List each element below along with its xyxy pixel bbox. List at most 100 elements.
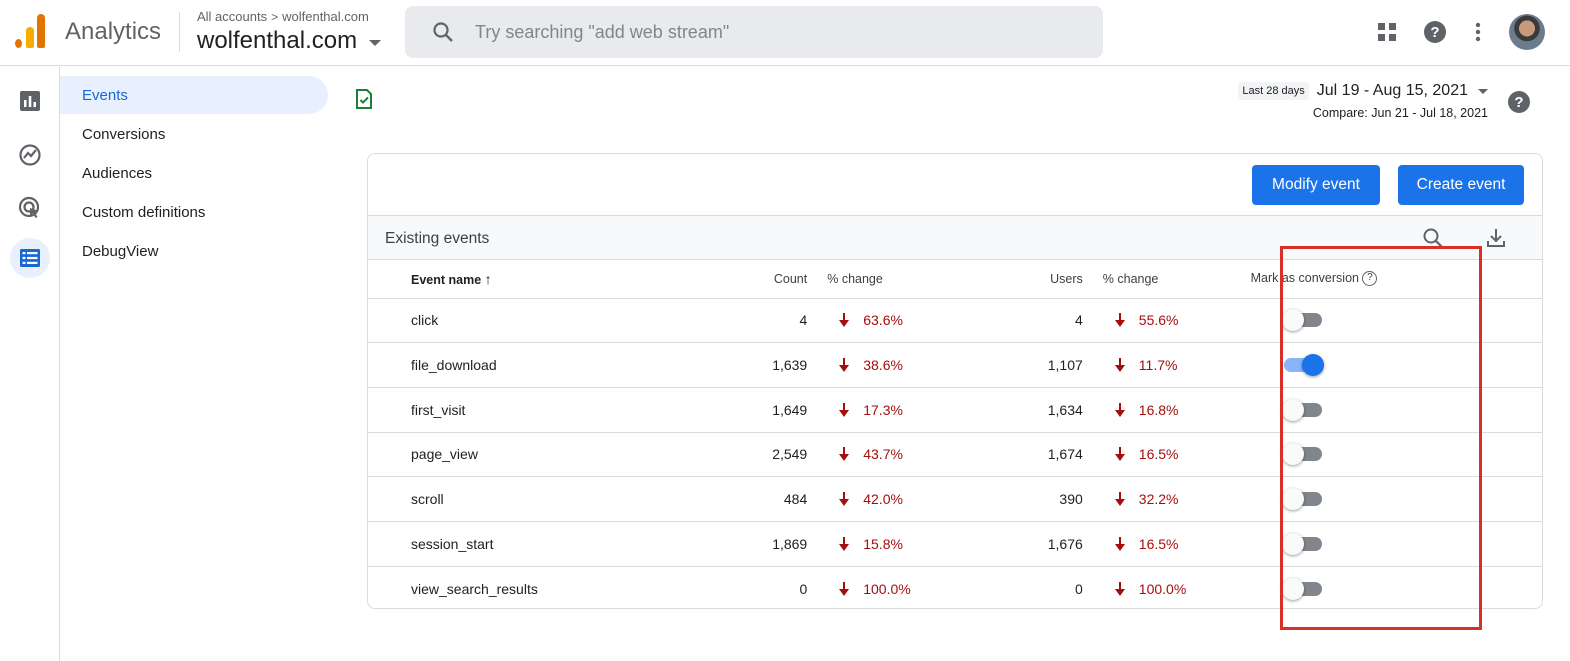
- users-change: 16.8%: [1114, 402, 1193, 418]
- search-bar[interactable]: [405, 6, 1103, 58]
- toggle-knob: [1282, 577, 1305, 600]
- create-event-button[interactable]: Create event: [1398, 165, 1524, 205]
- date-range-label: Jul 19 - Aug 15, 2021: [1316, 82, 1468, 99]
- users-change-value: 55.6%: [1138, 312, 1179, 329]
- search-input[interactable]: [475, 21, 1075, 43]
- arrow-down-icon: [839, 492, 850, 507]
- apps-grid-icon[interactable]: [1372, 17, 1402, 47]
- arrow-down-icon: [839, 536, 850, 551]
- explore-icon[interactable]: [10, 135, 50, 175]
- search-icon: [433, 22, 453, 42]
- event-name[interactable]: click: [368, 298, 618, 344]
- page-status-check-icon[interactable]: [352, 87, 376, 111]
- sort-ascending-icon: ↑: [484, 270, 492, 287]
- advertising-icon[interactable]: [10, 188, 50, 228]
- event-count: 1,869: [617, 521, 818, 567]
- event-users: 1,676: [917, 521, 1093, 567]
- event-users: 1,634: [917, 387, 1093, 433]
- col-count-change[interactable]: % change: [817, 260, 918, 299]
- nav-item-audiences[interactable]: Audiences: [82, 164, 153, 182]
- mark-as-conversion-toggle[interactable]: [1282, 443, 1323, 466]
- count-change-value: 43.7%: [863, 446, 903, 463]
- property-selector[interactable]: wolfenthal.com: [197, 27, 382, 55]
- table-row: file_download 1,639 38.6% 1,107 11.7%: [368, 342, 1542, 388]
- users-change: 100.0%: [1114, 580, 1193, 597]
- count-change: 15.8%: [839, 536, 917, 552]
- breadcrumb-separator-icon: >: [271, 9, 279, 24]
- reports-icon[interactable]: [10, 81, 50, 121]
- modify-event-button[interactable]: Modify event: [1252, 165, 1380, 205]
- table-row: scroll 484 42.0% 390 32.2%: [368, 476, 1542, 522]
- avatar[interactable]: [1509, 14, 1545, 50]
- help-icon[interactable]: ?: [1420, 17, 1450, 47]
- analytics-logo-icon[interactable]: [15, 14, 45, 48]
- users-change-value: 16.5%: [1138, 446, 1179, 463]
- mark-as-conversion-toggle[interactable]: [1282, 532, 1323, 555]
- nav-item-custom-definitions[interactable]: Custom definitions: [82, 203, 206, 221]
- col-users[interactable]: Users: [917, 260, 1093, 299]
- svg-text:?: ?: [1430, 24, 1439, 41]
- search-icon[interactable]: [1421, 226, 1445, 250]
- event-name[interactable]: view_search_results: [411, 580, 538, 597]
- event-name[interactable]: file_download: [368, 342, 618, 388]
- mark-as-conversion-toggle[interactable]: [1282, 398, 1323, 421]
- arrow-down-icon: [839, 313, 850, 328]
- help-outline-icon[interactable]: ?: [1362, 271, 1378, 287]
- table-row: view_search_results 0 100.0% 0 100.0%: [368, 566, 1542, 608]
- mark-as-conversion-toggle[interactable]: [1282, 488, 1323, 511]
- mark-as-conversion-toggle[interactable]: [1282, 309, 1323, 332]
- caret-down-icon: [1478, 88, 1488, 94]
- table-title: Existing events: [385, 230, 490, 247]
- card-header: Modify event Create event: [368, 154, 1542, 216]
- count-change-value: 63.6%: [863, 312, 903, 329]
- help-icon[interactable]: ?: [1507, 90, 1531, 114]
- arrow-down-icon: [1114, 581, 1125, 596]
- event-users: 1,674: [917, 432, 1093, 478]
- nav-item-debugview[interactable]: DebugView: [82, 242, 159, 260]
- users-change-value: 32.2%: [1138, 491, 1179, 508]
- users-change: 16.5%: [1114, 446, 1193, 463]
- breadcrumb-account[interactable]: wolfenthal.com: [282, 9, 369, 24]
- events-card: Modify event Create event Existing event…: [367, 153, 1543, 609]
- event-count: 4: [617, 298, 818, 344]
- event-name[interactable]: scroll: [368, 476, 618, 522]
- configure-icon[interactable]: [10, 238, 50, 278]
- table-row: session_start 1,869 15.8% 1,676 16.5%: [368, 521, 1542, 567]
- count-change: 63.6%: [839, 312, 917, 328]
- arrow-down-icon: [1114, 447, 1125, 462]
- breadcrumb-root[interactable]: All accounts: [197, 9, 268, 24]
- event-count: 2,549: [617, 432, 818, 478]
- event-count: 484: [617, 476, 818, 522]
- compare-range: Compare: Jun 21 - Jul 18, 2021: [1312, 106, 1488, 120]
- more-vert-icon[interactable]: [1463, 17, 1493, 47]
- svg-text:?: ?: [1514, 94, 1523, 111]
- users-change-value: 100.0%: [1138, 580, 1187, 597]
- divider: [179, 12, 180, 52]
- events-table: Event name ↑ Count % change Users % chan…: [368, 260, 1542, 608]
- arrow-down-icon: [839, 581, 850, 596]
- table-row: page_view 2,549 43.7% 1,674 16.5%: [368, 432, 1542, 478]
- col-mark-conversion-label: Mark as conversion: [1250, 271, 1359, 286]
- arrow-down-icon: [1114, 536, 1125, 551]
- event-users: 390: [917, 476, 1093, 522]
- caret-down-icon: [369, 40, 382, 46]
- arrow-down-icon: [1114, 402, 1125, 417]
- arrow-down-icon: [1114, 358, 1125, 373]
- download-icon[interactable]: [1484, 226, 1508, 250]
- mark-as-conversion-toggle[interactable]: [1282, 577, 1323, 600]
- nav-item-conversions[interactable]: Conversions: [82, 125, 166, 143]
- event-users: 4: [917, 298, 1093, 344]
- toggle-knob: [1302, 354, 1325, 377]
- mark-as-conversion-toggle[interactable]: [1284, 354, 1325, 377]
- property-name: wolfenthal.com: [197, 27, 358, 54]
- event-name[interactable]: page_view: [368, 432, 618, 478]
- breadcrumb: All accounts > wolfenthal.com: [197, 9, 369, 24]
- event-name[interactable]: first_visit: [368, 387, 618, 433]
- col-users-change[interactable]: % change: [1092, 260, 1193, 299]
- col-count[interactable]: Count: [617, 260, 818, 299]
- nav-item-events[interactable]: Events: [60, 76, 328, 114]
- event-name[interactable]: session_start: [368, 521, 618, 567]
- date-range-picker[interactable]: Last 28 days Jul 19 - Aug 15, 2021 Compa…: [1238, 82, 1488, 120]
- col-event-name[interactable]: Event name ↑: [368, 260, 618, 299]
- app-name: Analytics: [65, 18, 162, 45]
